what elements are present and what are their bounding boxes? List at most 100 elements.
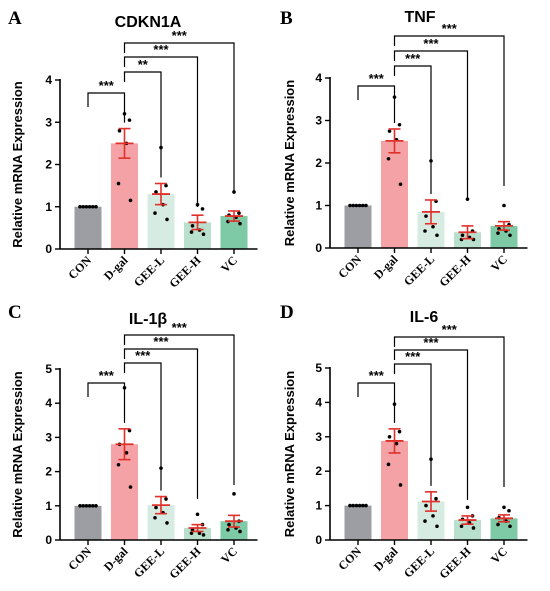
y-tick-label: 3 [315, 114, 322, 128]
data-point [87, 504, 92, 508]
data-point [81, 504, 85, 508]
significance-label: *** [423, 36, 439, 51]
significance-label: *** [442, 322, 458, 337]
data-point [226, 527, 230, 532]
significance-bracket [87, 382, 126, 423]
data-point [435, 524, 439, 529]
y-tick-label: 0 [315, 241, 322, 255]
data-point [354, 503, 359, 508]
data-point [459, 524, 464, 529]
panel-D: D IL-6 Relative mRNA Expression 0 1 2 3 4 5 CON D-… [280, 302, 528, 581]
significance-bracket [123, 334, 235, 485]
data-point [431, 224, 435, 229]
data-point [91, 504, 95, 508]
data-point [431, 514, 435, 518]
y-tick-label: 3 [45, 430, 52, 444]
x-tick-label: GEE-H [436, 252, 474, 290]
y-tick-label: 1 [315, 199, 322, 213]
significance-bracket [393, 349, 469, 500]
data-point [471, 526, 476, 530]
y-tick-label: 0 [315, 533, 322, 547]
data-point [424, 503, 428, 508]
significance-label: *** [369, 71, 385, 86]
data-point [127, 118, 132, 122]
data-point [496, 522, 500, 527]
significance-bracket [393, 363, 432, 486]
significance-label: *** [153, 334, 169, 349]
data-point [398, 483, 403, 487]
y-tick-label: 0 [45, 533, 52, 547]
x-tick-label: GEE-H [166, 544, 204, 582]
data-point [460, 233, 465, 238]
data-point [117, 128, 122, 133]
significance-bracket [123, 362, 162, 491]
data-point [397, 122, 402, 127]
significance-bracket [357, 85, 396, 123]
data-point [348, 503, 352, 508]
data-point [423, 229, 427, 233]
data-point [238, 529, 242, 534]
data-point [238, 221, 242, 226]
y-tick-label: 2 [315, 464, 322, 478]
y-tick-label: 2 [45, 158, 52, 172]
data-point [237, 211, 241, 215]
data-point [153, 211, 157, 215]
significance-bracket [87, 92, 126, 123]
significance-label: *** [99, 368, 115, 383]
data-point [496, 231, 500, 235]
data-point [195, 512, 200, 517]
significance-bracket [393, 35, 505, 186]
data-point [508, 524, 512, 529]
significance-label: *** [369, 368, 385, 383]
panel-letter: B [280, 8, 293, 29]
x-tick-label: CON [65, 544, 94, 573]
y-tick-label: 1 [45, 200, 52, 214]
data-point [357, 503, 362, 508]
y-tick-label: 5 [45, 362, 52, 376]
bar-con [74, 206, 102, 249]
y-tick-label: 4 [45, 73, 52, 87]
data-point [424, 214, 428, 218]
panel-B: B TNF Relative mRNA Expression 0 1 2 3 4 CON D-ga… [280, 8, 528, 289]
panel-A: A CDKN1A Relative mRNA Expression 0 1 2 3 4 CON D… [8, 8, 258, 290]
data-point [502, 203, 506, 208]
data-point [190, 223, 195, 228]
data-point [386, 462, 391, 467]
significance-label: *** [423, 335, 439, 350]
y-tick-label: 3 [315, 430, 322, 444]
significance-label: *** [405, 349, 421, 364]
data-point [128, 485, 133, 489]
data-point [232, 492, 236, 496]
data-point [94, 504, 98, 508]
y-tick-label: 4 [45, 396, 52, 410]
data-point [94, 204, 98, 209]
panel-title: CDKN1A [115, 14, 182, 31]
data-point [87, 204, 92, 209]
data-point [165, 217, 169, 222]
data-point [351, 503, 356, 508]
data-point [127, 428, 132, 433]
data-point [91, 204, 95, 209]
data-point [165, 521, 169, 525]
significance-bracket [393, 50, 469, 201]
panel-letter: D [280, 302, 294, 323]
y-tick-label: 5 [315, 361, 322, 375]
panel-title: TNF [404, 9, 435, 26]
data-point [200, 207, 205, 211]
data-point [78, 504, 82, 508]
data-point [116, 181, 121, 186]
data-point [227, 522, 231, 527]
x-tick-label: VC [488, 544, 510, 566]
data-point [361, 203, 365, 208]
x-tick-label: GEE-L [131, 544, 167, 580]
data-point [357, 203, 362, 208]
significance-bracket [393, 65, 432, 194]
x-tick-label: GEE-L [401, 252, 437, 288]
x-tick-label: GEE-L [401, 544, 437, 580]
y-axis-label: Relative mRNA Expression [282, 371, 297, 537]
data-point [348, 203, 352, 208]
data-point [502, 505, 506, 510]
data-point [508, 233, 512, 238]
data-point [197, 531, 202, 535]
significance-bracket [123, 71, 162, 178]
